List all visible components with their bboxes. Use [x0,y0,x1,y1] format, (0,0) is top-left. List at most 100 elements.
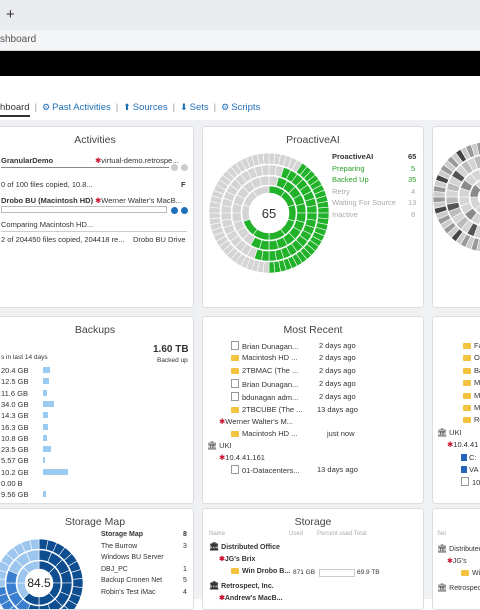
ring-segment [241,204,251,222]
recent-item[interactable]: Macintosh HD ... [231,429,297,438]
panel-title: Most Recent [283,324,343,336]
backup-size: 16.3 GB [1,422,29,432]
new-tab-button[interactable]: + [6,6,15,23]
right-bottom-item[interactable]: ✱JG's [447,557,467,565]
gears-icon: ⚙ [42,102,51,112]
gear-icon: ⚙ [221,102,230,112]
backups-period: s in last 14 days [1,354,48,361]
legend-value: 8 [183,531,187,538]
legend-value: 65 [408,152,417,161]
backup-bar [43,367,50,373]
right-bottom-item-label: Distributed [449,546,480,553]
storage-row[interactable]: ✱Andrew's MacB... [219,594,283,602]
ring-segment [25,549,40,563]
recent-item[interactable]: 2TBMAC (The ... [231,366,298,375]
pause-icon[interactable] [171,164,178,171]
tab-scripts[interactable]: ⚙ Scripts [221,102,260,113]
right-mid-item[interactable]: 🏛 UKI [437,428,462,437]
stop-icon[interactable] [181,207,188,214]
right-mid-item[interactable]: OS [463,353,480,362]
proactive-center-value: 65 [262,206,276,221]
ring-segment [208,212,221,220]
tab-sources[interactable]: ⬆ Sources [123,102,167,113]
ring-segment [261,164,270,176]
recent-item[interactable]: bdunagan adm... [231,392,298,402]
storage-row[interactable]: Win Drobo B... [231,568,290,575]
right-mid-item-label: Me [474,378,480,388]
backup-size: 5.57 GB [1,456,29,466]
tab-dashboard[interactable]: hboard [0,102,30,117]
backup-bar [43,423,48,430]
recent-item[interactable]: 🏛 UKI [207,441,232,450]
storage-row[interactable]: 🏛 Retrospect, Inc. [209,581,274,590]
right-mid-item[interactable]: ✱10.4.41 [447,440,478,449]
storage-row[interactable]: ✱JG's Brix [219,555,255,563]
activity-destination: Drobo BU Drive [133,235,186,244]
tab-sets[interactable]: ⬇ Sets [180,102,209,113]
activity-client: ✱Werner Walter's MacB... [95,196,182,205]
recent-time: 13 days ago [317,465,358,474]
backup-size: 9.56 GB [1,490,29,500]
institution-icon: 🏛 [207,441,218,450]
ring-segment [433,196,446,204]
ring-segment [220,212,232,221]
right-mid-item[interactable]: VA [461,465,478,474]
right-mid-item-label: Ro [474,415,480,425]
pause-icon[interactable] [171,207,178,214]
right-mid-item[interactable]: Ma [463,403,480,412]
right-mid-item[interactable]: Ro [463,415,480,424]
recent-item[interactable]: 01-Datacenters... [231,465,300,475]
tab-past-activities[interactable]: ⚙ Past Activities [42,102,111,113]
recent-item[interactable]: Brian Dunagan... [231,341,298,351]
right-mid-item[interactable]: 10 [461,477,480,487]
address-bar[interactable]: shboard [0,30,480,51]
right-bottom-item[interactable]: 🏛 Distributed [437,544,480,553]
storage-usage-bar [319,569,355,577]
activity-status: Comparing Macintosh HD... [1,220,94,229]
right-mid-item-label: 10 [472,478,480,488]
recent-item[interactable]: ✱10.4.41.161 [219,453,265,462]
right-mid-item[interactable]: Me [463,378,480,387]
activity-client: ✱virtual-demo.retrospe... [95,156,178,165]
recent-item[interactable]: Brian Dunagan... [231,379,298,389]
recent-item[interactable]: Macintosh HD ... [231,353,297,362]
right-mid-item[interactable]: C: [461,453,477,462]
storage-map-sunburst[interactable]: 84.5 [0,527,97,610]
upload-icon: ⬆ [123,102,131,112]
volume-icon [461,453,467,461]
tab-past-activities-label: Past Activities [52,102,111,113]
most-recent-panel: Most Recent Brian Dunagan... 2 days ago … [202,316,424,504]
file-icon [231,341,239,350]
storage-map-center-value: 84.5 [27,576,51,590]
right-bottom-item[interactable]: 🏛Retrospect, [437,583,480,592]
recent-item[interactable]: ✱Werner Walter's M... [219,417,293,426]
backup-bar [43,412,48,419]
activity-progress [1,206,167,213]
right-bottom-item[interactable]: Win [461,570,480,577]
proactive-sunburst[interactable]: 65 [205,149,333,277]
storage-used: 871 GB [293,569,316,576]
folder-icon [463,343,471,349]
recent-time: 2 days ago [319,379,356,388]
recent-item[interactable]: 2TBCUBE (The ... [231,405,302,414]
backup-bar [43,491,46,498]
right-mid-item[interactable]: Fa [463,341,480,350]
client-icon: ✱ [95,156,102,165]
legend-value: 3 [183,543,187,550]
right-mid-item[interactable]: Me [463,391,480,400]
legend-label: Windows BU Server [101,554,164,561]
column-header: Set [437,531,446,537]
column-header: Percent used Total [317,531,367,537]
storage-row[interactable]: 🏛 Distributed Office [209,542,280,551]
stop-icon[interactable] [181,164,188,171]
right-mid-item-label: Me [474,390,480,400]
recent-item-label: Macintosh HD ... [242,429,298,438]
backup-size: 14.3 GB [1,411,29,421]
ring-segment [474,204,480,214]
browser-tab-bar: + [0,0,480,30]
ring-segment [262,152,270,165]
folder-icon [461,570,469,576]
folder-icon [463,417,471,424]
recent-time: 2 days ago [319,392,356,401]
right-mid-item[interactable]: Ba [463,366,480,375]
